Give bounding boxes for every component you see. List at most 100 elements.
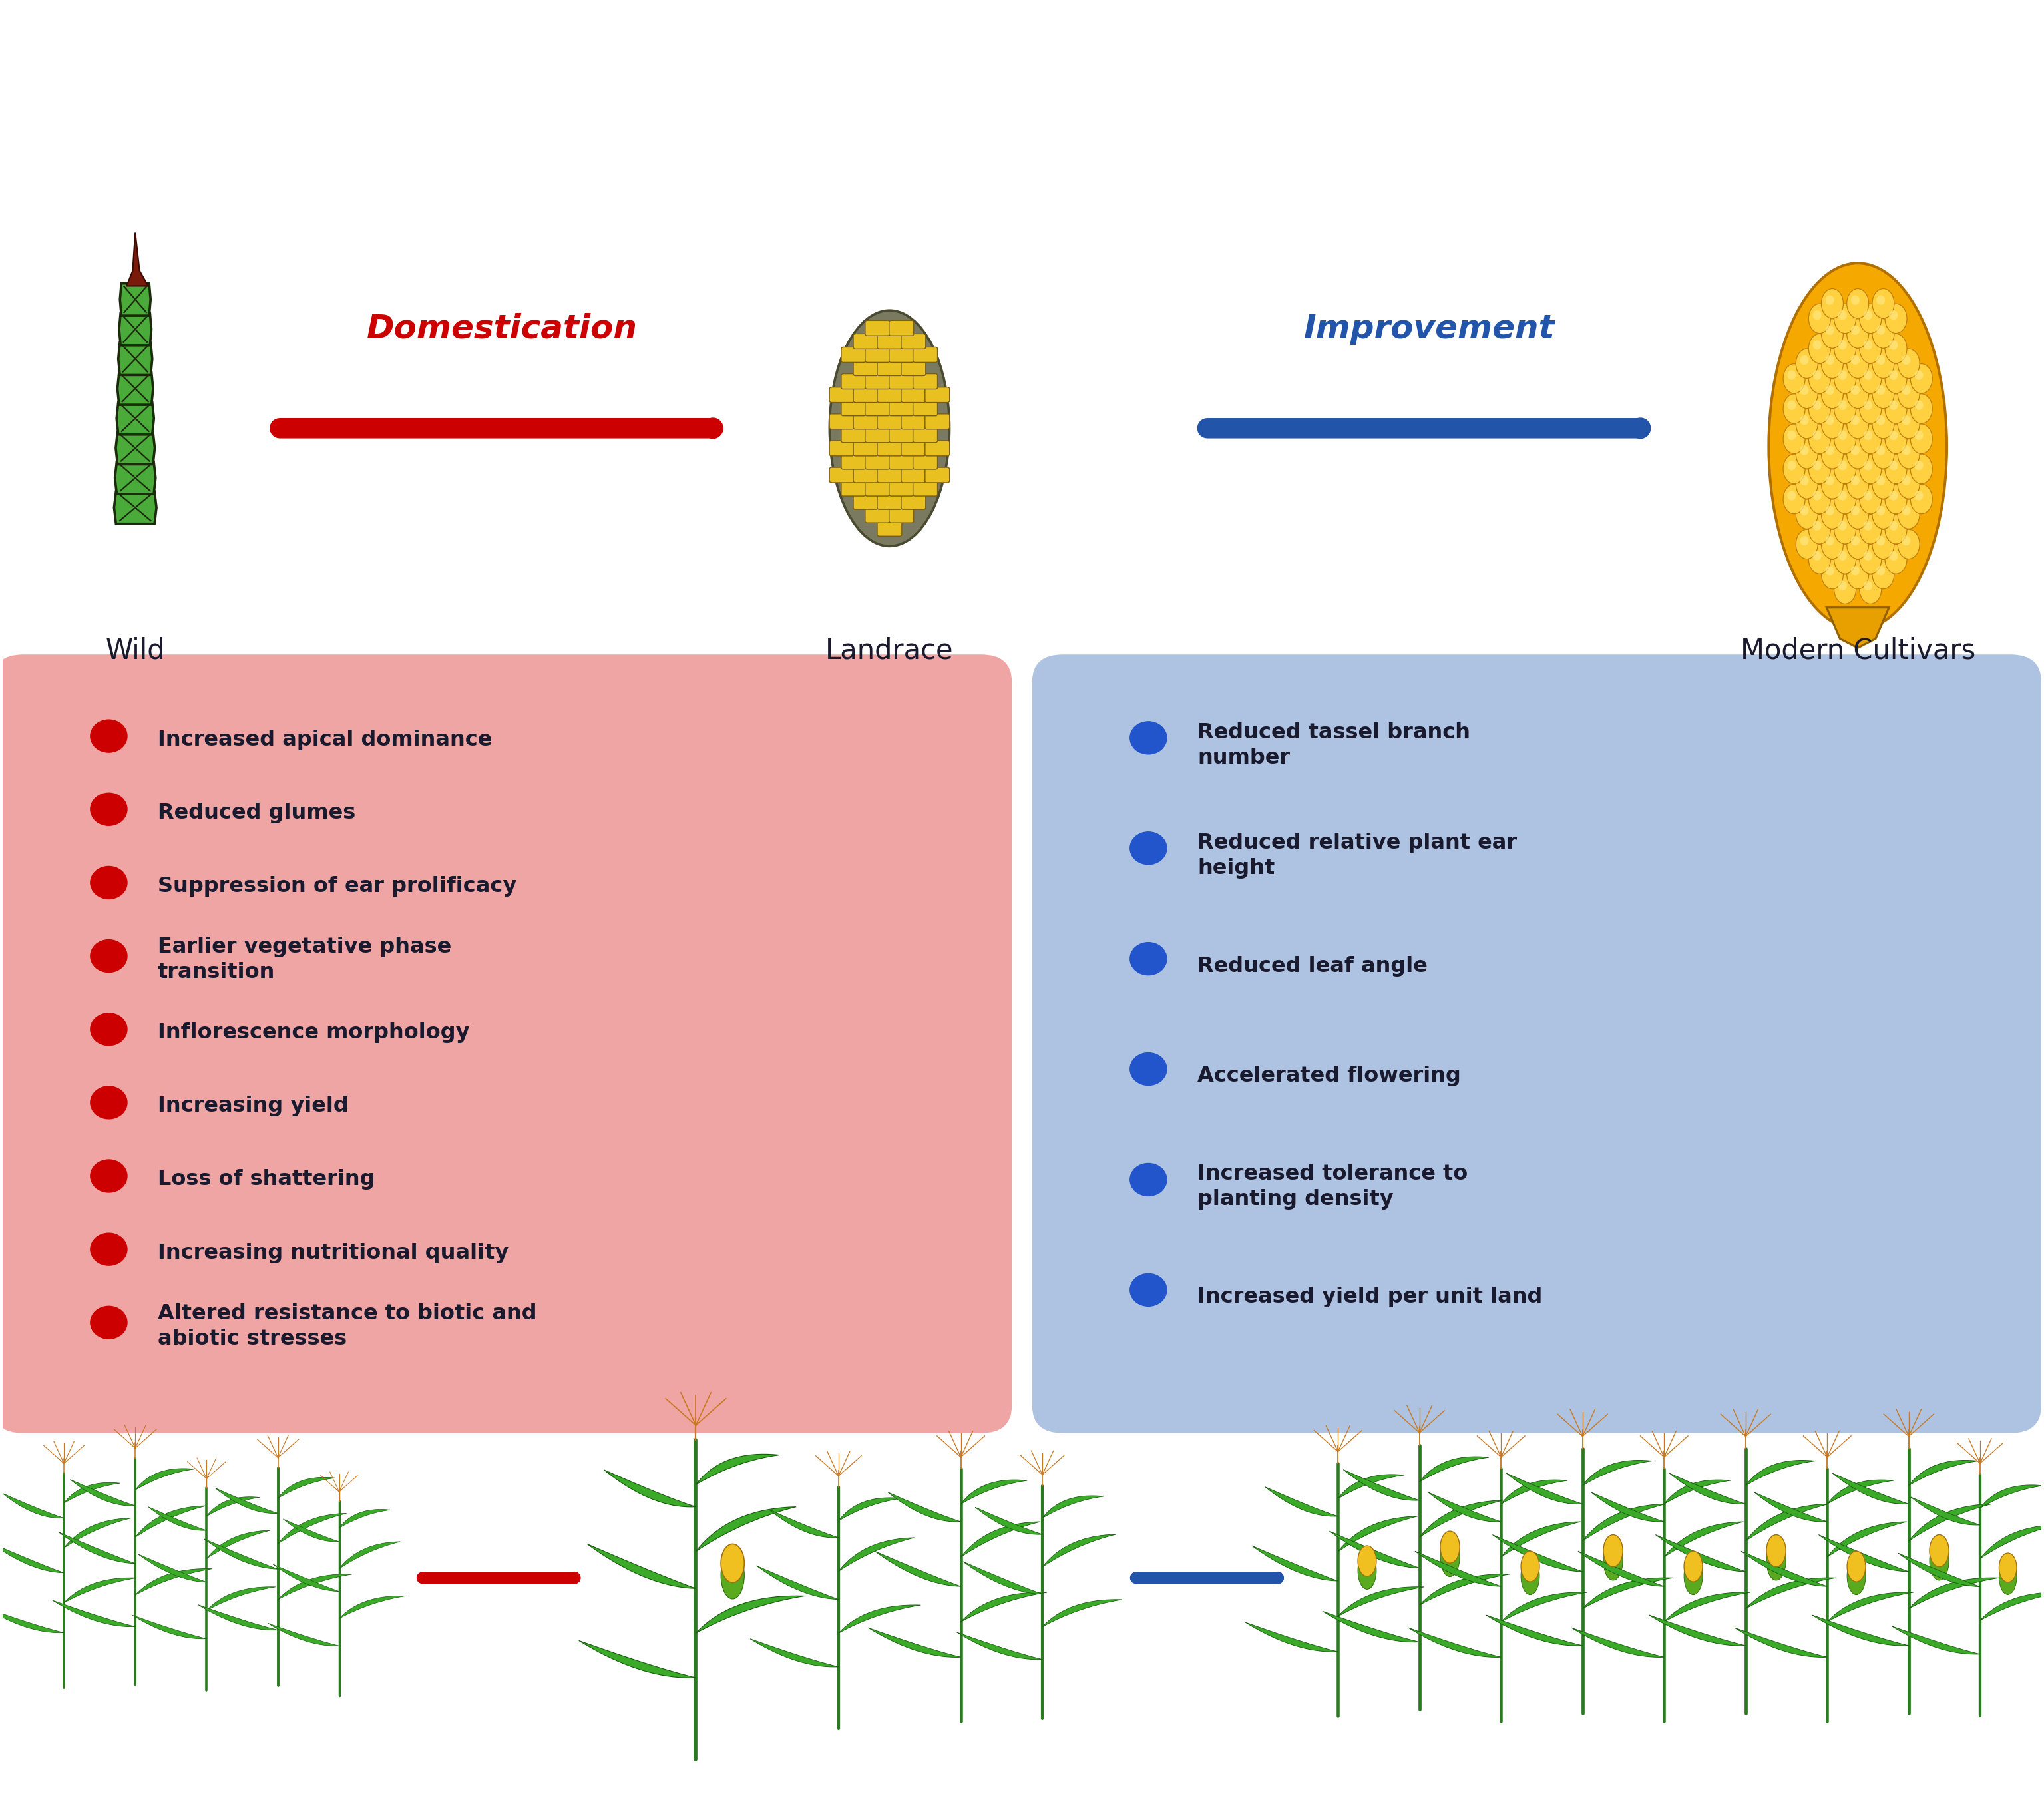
Ellipse shape <box>1809 423 1831 454</box>
Polygon shape <box>1735 1627 1827 1658</box>
Polygon shape <box>1981 1525 2044 1558</box>
Ellipse shape <box>1860 423 1880 454</box>
Ellipse shape <box>1930 1535 1948 1567</box>
Ellipse shape <box>1821 439 1844 469</box>
Polygon shape <box>1650 1614 1746 1645</box>
Polygon shape <box>1891 1625 1981 1654</box>
Polygon shape <box>1245 1622 1339 1653</box>
Polygon shape <box>838 1538 914 1571</box>
Polygon shape <box>1500 1522 1580 1556</box>
Polygon shape <box>1899 1553 1981 1587</box>
Polygon shape <box>1408 1627 1500 1658</box>
Polygon shape <box>127 232 147 285</box>
Ellipse shape <box>1876 536 1885 545</box>
Ellipse shape <box>1852 536 1860 545</box>
FancyBboxPatch shape <box>914 454 938 469</box>
FancyBboxPatch shape <box>926 467 950 483</box>
Ellipse shape <box>1813 340 1821 350</box>
Ellipse shape <box>1864 550 1872 561</box>
Polygon shape <box>278 1478 335 1498</box>
Ellipse shape <box>1786 490 1797 499</box>
Polygon shape <box>1664 1480 1731 1504</box>
Polygon shape <box>1582 1504 1666 1542</box>
FancyBboxPatch shape <box>901 361 926 376</box>
Ellipse shape <box>1860 454 1880 483</box>
Polygon shape <box>53 1600 135 1627</box>
Circle shape <box>90 1160 127 1193</box>
Text: Increased yield per unit land: Increased yield per unit land <box>1198 1288 1543 1308</box>
FancyBboxPatch shape <box>842 481 867 496</box>
Ellipse shape <box>1897 409 1919 439</box>
Ellipse shape <box>1897 499 1919 528</box>
Ellipse shape <box>1848 469 1868 499</box>
Ellipse shape <box>1838 581 1848 590</box>
Ellipse shape <box>1872 439 1895 469</box>
Ellipse shape <box>1821 528 1844 559</box>
Ellipse shape <box>1864 581 1872 590</box>
Ellipse shape <box>1848 439 1868 469</box>
Polygon shape <box>0 1544 63 1573</box>
Polygon shape <box>961 1480 1026 1504</box>
Ellipse shape <box>1821 499 1844 528</box>
Ellipse shape <box>1786 370 1797 380</box>
Ellipse shape <box>1833 454 1856 483</box>
Polygon shape <box>1741 1551 1827 1587</box>
Polygon shape <box>206 1587 276 1611</box>
Circle shape <box>90 866 127 899</box>
Polygon shape <box>1042 1496 1104 1518</box>
Ellipse shape <box>1833 485 1856 514</box>
Ellipse shape <box>1897 349 1919 378</box>
Ellipse shape <box>1833 545 1856 574</box>
Polygon shape <box>278 1513 345 1544</box>
Polygon shape <box>1746 1578 1836 1609</box>
Ellipse shape <box>1864 401 1872 410</box>
Polygon shape <box>1339 1516 1416 1551</box>
Polygon shape <box>695 1507 797 1551</box>
Polygon shape <box>339 1596 405 1618</box>
Ellipse shape <box>1872 349 1895 378</box>
Ellipse shape <box>1809 394 1831 423</box>
Ellipse shape <box>1999 1553 2017 1582</box>
FancyBboxPatch shape <box>865 401 889 416</box>
FancyBboxPatch shape <box>926 414 950 429</box>
Ellipse shape <box>1876 476 1885 485</box>
Ellipse shape <box>1872 499 1895 528</box>
Polygon shape <box>206 1496 260 1516</box>
Polygon shape <box>1419 1456 1488 1482</box>
Ellipse shape <box>1885 363 1907 394</box>
Ellipse shape <box>1825 567 1833 576</box>
FancyBboxPatch shape <box>830 387 854 403</box>
Ellipse shape <box>1797 469 1817 499</box>
Ellipse shape <box>1786 430 1797 439</box>
Polygon shape <box>1042 1600 1122 1627</box>
Ellipse shape <box>1825 356 1833 365</box>
Ellipse shape <box>1357 1545 1376 1576</box>
Ellipse shape <box>1801 536 1809 545</box>
Ellipse shape <box>1821 320 1844 349</box>
Ellipse shape <box>1889 401 1897 410</box>
Ellipse shape <box>1801 507 1809 516</box>
Ellipse shape <box>1852 507 1860 516</box>
Text: Reduced glumes: Reduced glumes <box>157 803 356 823</box>
Ellipse shape <box>1813 521 1821 530</box>
Polygon shape <box>117 401 153 434</box>
Ellipse shape <box>1885 423 1907 454</box>
FancyBboxPatch shape <box>877 494 901 508</box>
Polygon shape <box>135 1469 194 1491</box>
FancyBboxPatch shape <box>1032 654 2042 1433</box>
Ellipse shape <box>1809 514 1831 543</box>
Ellipse shape <box>1876 356 1885 365</box>
Ellipse shape <box>1782 394 1805 423</box>
Ellipse shape <box>1860 334 1880 363</box>
FancyBboxPatch shape <box>0 654 1012 1433</box>
Polygon shape <box>119 312 151 345</box>
Ellipse shape <box>1897 439 1919 469</box>
Polygon shape <box>114 461 155 494</box>
Polygon shape <box>875 1551 961 1587</box>
Ellipse shape <box>1872 320 1895 349</box>
Ellipse shape <box>1897 528 1919 559</box>
Ellipse shape <box>1833 303 1856 334</box>
Ellipse shape <box>1825 507 1833 516</box>
Ellipse shape <box>1801 476 1809 485</box>
Ellipse shape <box>1797 380 1817 409</box>
